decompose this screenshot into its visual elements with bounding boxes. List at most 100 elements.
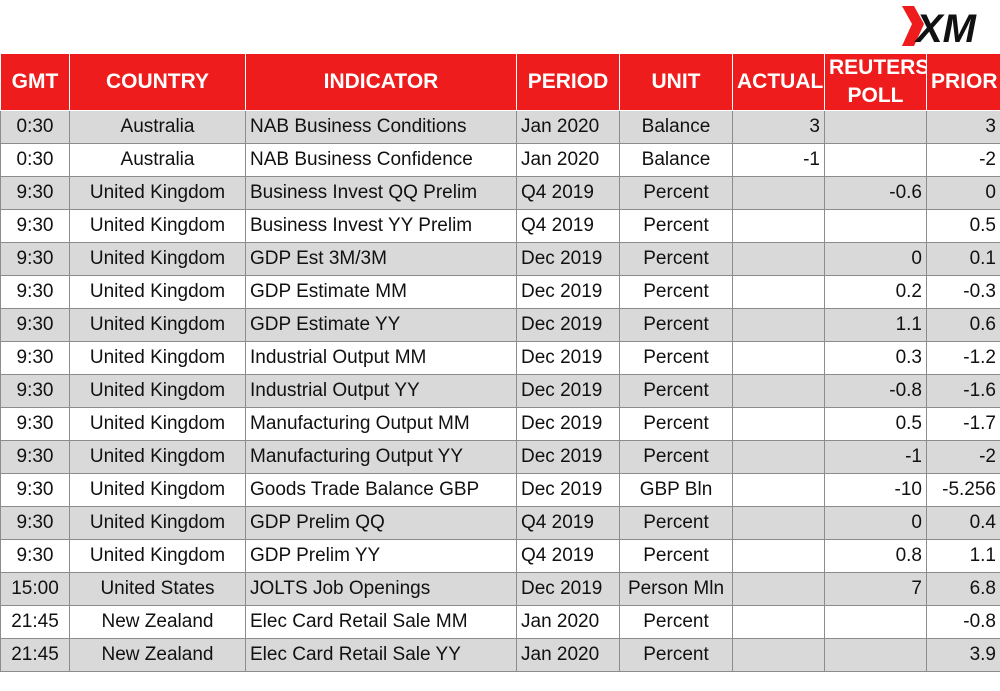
svg-text:XM: XM bbox=[914, 7, 978, 48]
cell-indicator: GDP Est 3M/3M bbox=[245, 242, 517, 276]
cell-actual: 3 bbox=[732, 110, 825, 144]
table-row: 9:30 United Kingdom GDP Estimate YY Dec 201… bbox=[0, 308, 1000, 342]
cell-prior: -5.256 bbox=[926, 473, 1000, 507]
header-actual: ACTUAL bbox=[732, 53, 825, 111]
cell-period: Dec 2019 bbox=[516, 275, 620, 309]
cell-prior: 0.1 bbox=[926, 242, 1000, 276]
cell-country: United Kingdom bbox=[69, 209, 246, 243]
table-row: 0:30 Australia NAB Business Confidence Jan … bbox=[0, 143, 1000, 177]
cell-indicator: GDP Estimate YY bbox=[245, 308, 517, 342]
header-period: PERIOD bbox=[516, 53, 620, 111]
header-reuters-poll-line1: REUTERS bbox=[829, 56, 927, 79]
cell-unit: Percent bbox=[619, 605, 733, 639]
cell-actual bbox=[732, 275, 825, 309]
cell-country: United Kingdom bbox=[69, 341, 246, 375]
logo-area: XM bbox=[0, 0, 1000, 53]
cell-period: Dec 2019 bbox=[516, 242, 620, 276]
cell-actual bbox=[732, 605, 825, 639]
header-unit: UNIT bbox=[619, 53, 733, 111]
cell-poll bbox=[824, 110, 927, 144]
table-row: 9:30 United Kingdom Goods Trade Balance GB… bbox=[0, 473, 1000, 507]
table-row: 9:30 United Kingdom GDP Estimate MM Dec 201… bbox=[0, 275, 1000, 309]
cell-poll: 0 bbox=[824, 506, 927, 540]
cell-indicator: Goods Trade Balance GBP bbox=[245, 473, 517, 507]
cell-prior: 1.1 bbox=[926, 539, 1000, 573]
cell-period: Jan 2020 bbox=[516, 638, 620, 672]
cell-actual bbox=[732, 539, 825, 573]
cell-prior: -0.3 bbox=[926, 275, 1000, 309]
cell-unit: Percent bbox=[619, 341, 733, 375]
table-row: 15:00 United States JOLTS Job Openings Dec … bbox=[0, 572, 1000, 606]
cell-gmt: 21:45 bbox=[0, 605, 70, 639]
cell-prior: 3.9 bbox=[926, 638, 1000, 672]
cell-indicator: NAB Business Confidence bbox=[245, 143, 517, 177]
cell-gmt: 9:30 bbox=[0, 176, 70, 210]
cell-indicator: Manufacturing Output MM bbox=[245, 407, 517, 441]
cell-prior: -0.8 bbox=[926, 605, 1000, 639]
cell-gmt: 0:30 bbox=[0, 143, 70, 177]
cell-actual bbox=[732, 176, 825, 210]
cell-actual bbox=[732, 374, 825, 408]
cell-poll: -0.8 bbox=[824, 374, 927, 408]
cell-country: United States bbox=[69, 572, 246, 606]
table-row: 21:45 New Zealand Elec Card Retail Sale YY… bbox=[0, 638, 1000, 672]
cell-unit: Percent bbox=[619, 638, 733, 672]
cell-actual bbox=[732, 638, 825, 672]
cell-actual: -1 bbox=[732, 143, 825, 177]
cell-prior: -1.6 bbox=[926, 374, 1000, 408]
cell-unit: Percent bbox=[619, 308, 733, 342]
table-row: 9:30 United Kingdom Manufacturing Output Y… bbox=[0, 440, 1000, 474]
cell-actual bbox=[732, 506, 825, 540]
cell-period: Dec 2019 bbox=[516, 374, 620, 408]
cell-country: Australia bbox=[69, 143, 246, 177]
cell-country: United Kingdom bbox=[69, 275, 246, 309]
cell-prior: -2 bbox=[926, 440, 1000, 474]
cell-poll: 7 bbox=[824, 572, 927, 606]
table-row: 9:30 United Kingdom Business Invest YY Pre… bbox=[0, 209, 1000, 243]
table-row: 9:30 United Kingdom Industrial Output MM De… bbox=[0, 341, 1000, 375]
header-prior: PRIOR bbox=[926, 53, 1000, 111]
header-gmt: GMT bbox=[0, 53, 70, 111]
cell-gmt: 9:30 bbox=[0, 341, 70, 375]
cell-period: Q4 2019 bbox=[516, 506, 620, 540]
header-indicator: INDICATOR bbox=[245, 53, 517, 111]
cell-gmt: 21:45 bbox=[0, 638, 70, 672]
cell-actual bbox=[732, 308, 825, 342]
cell-actual bbox=[732, 209, 825, 243]
table-row: 21:45 New Zealand Elec Card Retail Sale MM… bbox=[0, 605, 1000, 639]
cell-gmt: 0:30 bbox=[0, 110, 70, 144]
cell-actual bbox=[732, 440, 825, 474]
cell-poll: -0.6 bbox=[824, 176, 927, 210]
cell-poll: 0.3 bbox=[824, 341, 927, 375]
cell-country: United Kingdom bbox=[69, 473, 246, 507]
cell-prior: 0.4 bbox=[926, 506, 1000, 540]
cell-period: Q4 2019 bbox=[516, 176, 620, 210]
cell-poll: 0.8 bbox=[824, 539, 927, 573]
table-row: 0:30 Australia NAB Business Conditions Jan … bbox=[0, 110, 1000, 144]
table-row: 9:30 United Kingdom Manufacturing Output M… bbox=[0, 407, 1000, 441]
cell-gmt: 9:30 bbox=[0, 440, 70, 474]
cell-actual bbox=[732, 473, 825, 507]
cell-country: New Zealand bbox=[69, 638, 246, 672]
cell-poll: 0.5 bbox=[824, 407, 927, 441]
cell-indicator: Industrial Output MM bbox=[245, 341, 517, 375]
cell-poll bbox=[824, 209, 927, 243]
cell-gmt: 9:30 bbox=[0, 407, 70, 441]
cell-poll bbox=[824, 638, 927, 672]
cell-period: Dec 2019 bbox=[516, 572, 620, 606]
cell-period: Dec 2019 bbox=[516, 440, 620, 474]
cell-period: Dec 2019 bbox=[516, 407, 620, 441]
cell-period: Jan 2020 bbox=[516, 143, 620, 177]
cell-prior: 0.5 bbox=[926, 209, 1000, 243]
cell-indicator: NAB Business Conditions bbox=[245, 110, 517, 144]
cell-country: United Kingdom bbox=[69, 374, 246, 408]
cell-unit: Percent bbox=[619, 209, 733, 243]
cell-country: United Kingdom bbox=[69, 308, 246, 342]
cell-indicator: Elec Card Retail Sale MM bbox=[245, 605, 517, 639]
cell-country: United Kingdom bbox=[69, 176, 246, 210]
cell-unit: Percent bbox=[619, 506, 733, 540]
cell-gmt: 9:30 bbox=[0, 473, 70, 507]
cell-poll: 0.2 bbox=[824, 275, 927, 309]
cell-country: United Kingdom bbox=[69, 440, 246, 474]
cell-unit: GBP Bln bbox=[619, 473, 733, 507]
